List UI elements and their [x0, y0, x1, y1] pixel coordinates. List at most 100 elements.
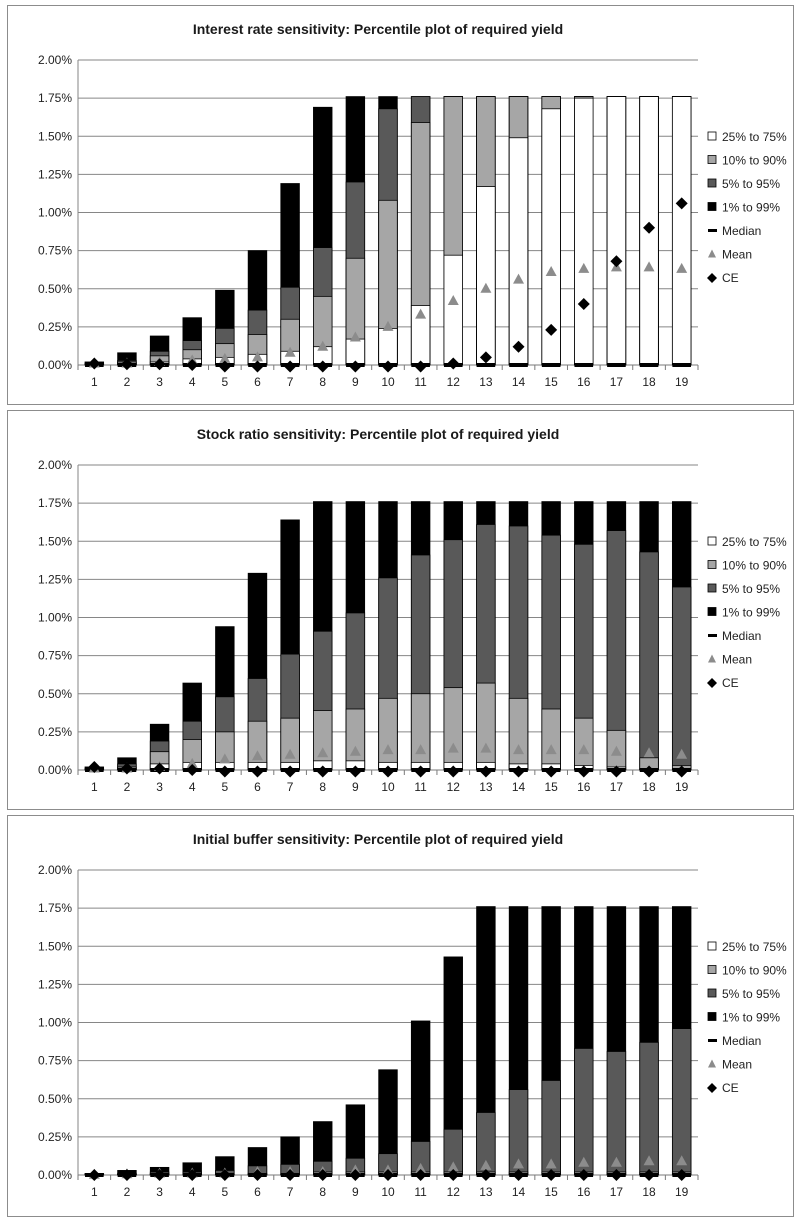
- ce-point: [186, 359, 199, 371]
- bar-10-to-90: [508, 697, 529, 771]
- ce-point: [675, 197, 688, 210]
- ce-point: [577, 765, 590, 778]
- legend-swatch: [707, 202, 717, 211]
- y-tick-label: 1.50%: [38, 939, 72, 953]
- bar-25-to-75: [574, 97, 594, 366]
- ce-point: [610, 765, 623, 778]
- x-tick-label: 17: [610, 780, 624, 794]
- mean-point: [610, 745, 622, 756]
- legend-label: Median: [722, 629, 761, 643]
- ce-point: [251, 1169, 264, 1181]
- median-mark: [639, 363, 659, 367]
- y-tick-label: 0.75%: [38, 244, 72, 258]
- bar-25-to-75: [606, 96, 627, 366]
- x-tick-label: 16: [577, 780, 591, 794]
- mean-point: [415, 1162, 427, 1173]
- legend-swatch: [707, 273, 717, 283]
- chart-initial-buffer: Initial buffer sensitivity: Percentile p…: [38, 831, 787, 1199]
- legend-label: CE: [722, 676, 739, 690]
- mean-point: [317, 747, 329, 758]
- mean-point: [447, 1161, 459, 1172]
- y-tick-label: 1.75%: [38, 496, 72, 510]
- ce-point: [512, 340, 525, 353]
- chart-title: Stock ratio sensitivity: Percentile plot…: [197, 426, 560, 442]
- bar-5-to-95: [639, 1041, 659, 1176]
- ce-point: [382, 1169, 394, 1181]
- legend-item-10-to-90: 10% to 90%: [707, 559, 787, 573]
- x-tick-label: 13: [479, 1185, 493, 1199]
- mean-point: [578, 744, 590, 755]
- x-tick-label: 2: [124, 375, 131, 389]
- x-tick-label: 15: [544, 375, 558, 389]
- legend-swatch: [707, 131, 717, 141]
- mean-point: [284, 748, 296, 759]
- y-tick-label: 0.25%: [38, 1130, 72, 1144]
- y-tick-label: 2.00%: [38, 458, 72, 472]
- mean-point: [251, 750, 263, 761]
- mean-point: [284, 346, 296, 357]
- y-tick-label: 1.00%: [38, 611, 72, 625]
- mean-point: [643, 261, 655, 272]
- ce-point: [349, 1169, 362, 1181]
- mean-point: [219, 352, 231, 363]
- bar-5-to-95: [606, 1051, 627, 1176]
- x-tick-label: 8: [319, 375, 326, 389]
- ce-point: [186, 1169, 199, 1181]
- chart-title: Interest rate sensitivity: Percentile pl…: [193, 21, 563, 37]
- median-mark: [476, 363, 496, 367]
- x-tick-label: 12: [447, 780, 461, 794]
- legend-label: 1% to 99%: [722, 201, 780, 215]
- y-tick-label: 0.00%: [38, 358, 72, 372]
- ce-point: [382, 360, 394, 373]
- legend-swatch: [708, 1059, 716, 1068]
- mean-point: [643, 1155, 655, 1166]
- median-mark: [672, 363, 691, 367]
- y-tick-label: 0.50%: [38, 1092, 72, 1106]
- legend-swatch: [707, 178, 717, 188]
- ce-point: [447, 765, 460, 778]
- mean-point: [610, 1156, 622, 1167]
- legend-label: 10% to 90%: [722, 559, 787, 573]
- legend-label: Mean: [722, 248, 752, 262]
- x-tick-label: 16: [577, 375, 591, 389]
- mean-point: [186, 757, 198, 768]
- chart-panel-interest-rate: Interest rate sensitivity: Percentile pl…: [7, 5, 794, 405]
- legend-label: 5% to 95%: [722, 177, 780, 191]
- legend-item-10-to-90: 10% to 90%: [707, 154, 787, 168]
- x-tick-label: 14: [512, 780, 526, 794]
- x-tick-label: 16: [577, 1185, 591, 1199]
- ce-point: [382, 765, 394, 778]
- ce-point: [349, 360, 362, 373]
- ce-point: [479, 765, 492, 778]
- y-tick-label: 0.50%: [38, 282, 72, 296]
- x-tick-label: 1: [91, 1185, 98, 1199]
- chart-panel-stock-ratio: Stock ratio sensitivity: Percentile plot…: [7, 410, 794, 810]
- legend-label: Mean: [722, 1058, 752, 1072]
- y-tick-label: 1.75%: [38, 901, 72, 915]
- bar-10-to-90: [476, 682, 496, 771]
- ce-point: [316, 360, 329, 373]
- legend-swatch: [708, 634, 717, 637]
- median-mark: [541, 363, 561, 367]
- mean-point: [251, 351, 263, 362]
- ce-point: [120, 1169, 133, 1181]
- ce-point: [545, 765, 558, 778]
- x-tick-label: 10: [381, 375, 395, 389]
- legend-swatch: [707, 941, 717, 951]
- x-tick-label: 5: [221, 1185, 228, 1199]
- x-tick-label: 1: [91, 375, 98, 389]
- legend-item-median: Median: [708, 629, 761, 643]
- x-tick-label: 6: [254, 780, 261, 794]
- mean-point: [219, 753, 231, 764]
- x-tick-label: 19: [675, 375, 689, 389]
- legend-swatch: [707, 583, 717, 593]
- ce-point: [218, 765, 231, 778]
- mean-point: [317, 340, 329, 351]
- mean-point: [545, 265, 557, 276]
- legend-label: 25% to 75%: [722, 130, 787, 144]
- ce-point: [643, 765, 656, 778]
- ce-point: [120, 358, 133, 371]
- bar-5-to-95: [671, 1028, 692, 1176]
- legend-label: Mean: [722, 653, 752, 667]
- ce-point: [218, 1169, 231, 1181]
